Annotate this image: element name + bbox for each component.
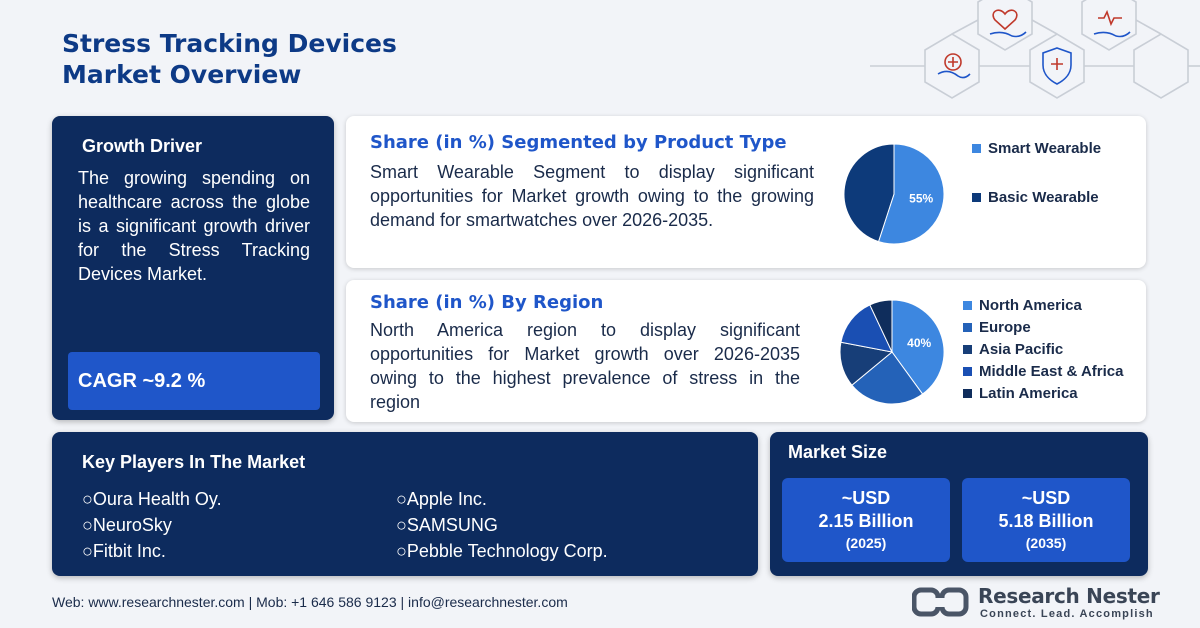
- heart-hand-icon: [989, 9, 1027, 38]
- footer-contact: Web: www.researchnester.com | Mob: +1 64…: [52, 594, 568, 610]
- market-size-value: 2.15 Billion: [818, 511, 914, 531]
- legend-swatch: [972, 193, 981, 202]
- legend-label: North America: [979, 296, 1082, 314]
- region-card: Share (in %) By Region North America reg…: [346, 280, 1146, 422]
- market-size-prefix: ~USD: [1021, 488, 1071, 508]
- market-size-year: (2035): [1025, 535, 1067, 551]
- region-legend: North America Europe Asia Pacific Middle…: [963, 296, 1123, 406]
- brand-tagline: Connect. Lead. Accomplish: [980, 608, 1154, 620]
- market-size-card: Market Size ~USD 2.15 Billion (2025) ~US…: [770, 432, 1148, 576]
- pie-data-label: 55%: [909, 191, 933, 205]
- market-size-2035-box: ~USD 5.18 Billion (2035): [962, 478, 1130, 562]
- research-nester-logo-icon: [912, 587, 969, 617]
- pie-data-label: 40%: [907, 336, 931, 350]
- legend-item: Middle East & Africa: [963, 362, 1123, 380]
- pie-slice-europe: [851, 351, 924, 404]
- player-item: ○Apple Inc.: [396, 489, 487, 509]
- legend-item: Europe: [963, 318, 1123, 336]
- legend-label: Smart Wearable: [988, 140, 1102, 157]
- player-item: ○Oura Health Oy.: [82, 489, 222, 509]
- key-players-card: Key Players In The Market ○Oura Health O…: [52, 432, 758, 576]
- title-line-1: Stress Tracking Devices: [62, 29, 397, 58]
- market-size-2025-box: ~USD 2.15 Billion (2025): [782, 478, 950, 562]
- legend-swatch: [963, 366, 972, 376]
- legend-item: Asia Pacific: [963, 340, 1123, 358]
- title-line-2: Market Overview: [62, 60, 302, 89]
- legend-swatch: [963, 322, 972, 332]
- brand-name: Research Nester: [978, 584, 1160, 608]
- medical-shield-icon: [1042, 47, 1072, 85]
- pie-slice-smart-wearable: [877, 144, 944, 244]
- medical-cross-hand-icon: [937, 53, 971, 79]
- legend-label: Basic Wearable: [988, 189, 1099, 206]
- hexagon-decoration: [870, 0, 1200, 99]
- player-item: ○Pebble Technology Corp.: [396, 541, 608, 561]
- legend-label: Europe: [979, 318, 1031, 336]
- market-size-year: (2025): [845, 535, 887, 551]
- legend-item: Latin America: [963, 384, 1123, 402]
- heartbeat-hand-icon: [1093, 9, 1131, 38]
- pie-slice-latin-america: [869, 300, 893, 353]
- growth-driver-card: Growth Driver The growing spending on he…: [52, 116, 334, 420]
- players-column-1: ○Oura Health Oy. ○NeuroSky ○Fitbit Inc.: [82, 486, 222, 564]
- market-size-heading: Market Size: [788, 442, 888, 462]
- legend-swatch: [972, 144, 981, 153]
- pie-slice-north-america: [891, 300, 944, 395]
- legend-item: North America: [963, 296, 1123, 314]
- pie-slice-middle-east-africa: [840, 304, 893, 353]
- product-type-heading: Share (in %) Segmented by Product Type: [370, 132, 787, 153]
- region-text: North America region to display signific…: [370, 320, 800, 412]
- legend-label: Latin America: [979, 384, 1078, 402]
- growth-driver-text: The growing spending on healthcare acros…: [78, 168, 310, 284]
- growth-driver-heading: Growth Driver: [82, 136, 203, 156]
- legend-label: Asia Pacific: [979, 340, 1064, 358]
- product-type-card: Share (in %) Segmented by Product Type S…: [346, 116, 1146, 268]
- legend-swatch: [963, 344, 972, 354]
- region-heading: Share (in %) By Region: [370, 292, 604, 313]
- region-pie-chart: 40%: [840, 300, 944, 404]
- market-size-value: 5.18 Billion: [998, 511, 1094, 531]
- market-size-prefix: ~USD: [841, 488, 891, 508]
- key-players-heading: Key Players In The Market: [82, 452, 306, 472]
- players-column-2: ○Apple Inc. ○SAMSUNG ○Pebble Technology …: [396, 486, 608, 564]
- product-type-legend: Smart Wearable Basic Wearable: [972, 140, 1101, 238]
- legend-swatch: [963, 388, 972, 398]
- page-title: Stress Tracking Devices Market Overview: [62, 28, 397, 90]
- product-type-text: Smart Wearable Segment to display signif…: [370, 162, 814, 230]
- player-item: ○Fitbit Inc.: [82, 541, 166, 561]
- player-item: ○NeuroSky: [82, 515, 172, 535]
- product-type-pie-chart: 55%: [844, 144, 944, 244]
- player-item: ○SAMSUNG: [396, 515, 498, 535]
- cagr-badge: CAGR ~9.2 %: [68, 352, 320, 410]
- legend-swatch: [963, 300, 972, 310]
- legend-label: Middle East & Africa: [979, 362, 1124, 380]
- legend-item: Smart Wearable: [972, 140, 1101, 157]
- legend-item: Basic Wearable: [972, 189, 1101, 206]
- pie-slice-basic-wearable: [844, 144, 895, 243]
